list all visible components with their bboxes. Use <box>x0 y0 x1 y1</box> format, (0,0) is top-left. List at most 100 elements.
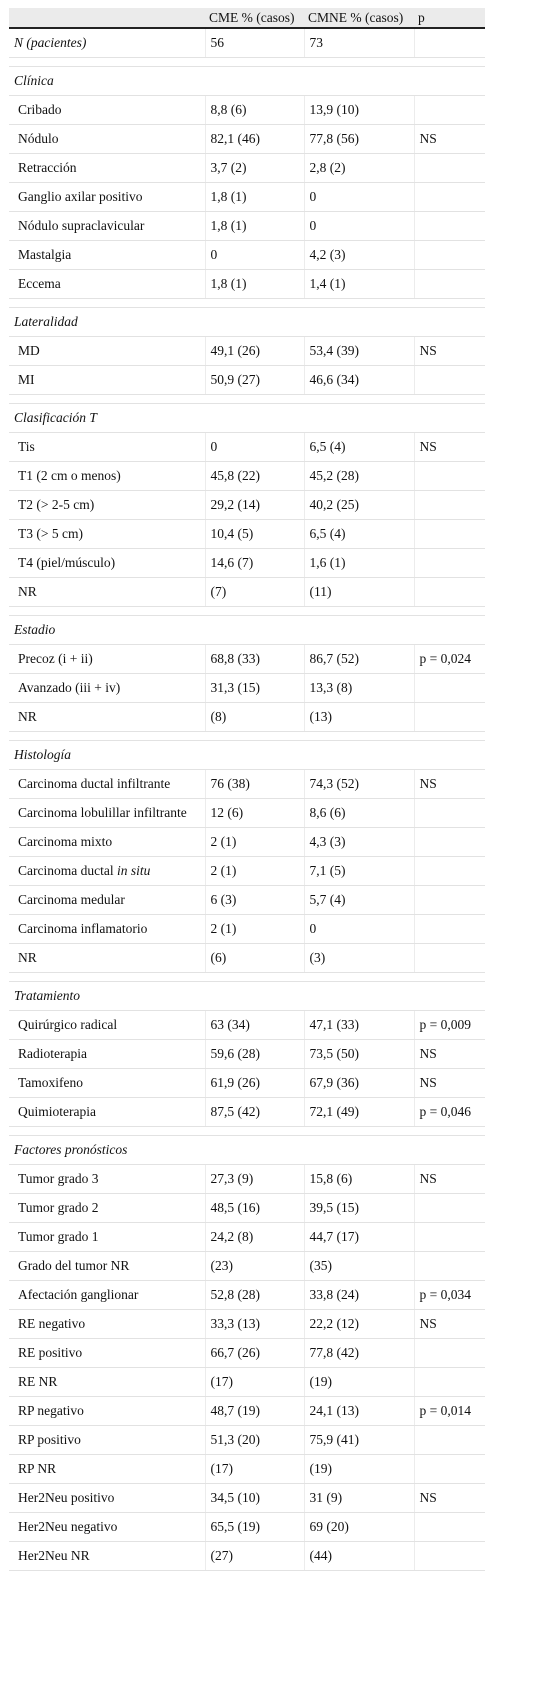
cme-cell: 45,8 (22) <box>205 461 305 491</box>
cmne-cell: 6,5 (4) <box>304 519 415 549</box>
row-label: Carcinoma ductal infiltrante <box>9 769 206 799</box>
table-row: Afectación ganglionar 52,8 (28) 33,8 (24) p… <box>9 1280 485 1310</box>
p-cell <box>414 1193 485 1223</box>
p-cell <box>414 914 485 944</box>
cmne-cell: 73,5 (50) <box>304 1039 415 1069</box>
cmne-cell: 7,1 (5) <box>304 856 415 886</box>
cmne-cell: 77,8 (56) <box>304 124 415 154</box>
p-cell: p = 0,034 <box>414 1280 485 1310</box>
row-label: Carcinoma mixto <box>9 827 206 857</box>
cmne-cell: 74,3 (52) <box>304 769 415 799</box>
cmne-cell: 5,7 (4) <box>304 885 415 915</box>
cme-cell: 2 (1) <box>205 827 305 857</box>
cmne-cell: 8,6 (6) <box>304 798 415 828</box>
row-label: Quirúrgico radical <box>9 1010 206 1040</box>
cmne-cell: (3) <box>304 943 415 973</box>
p-cell <box>414 673 485 703</box>
section-title-row: Clasificación T <box>9 403 485 433</box>
p-cell <box>414 461 485 491</box>
row-label: Afectación ganglionar <box>9 1280 206 1310</box>
p-cell <box>414 1541 485 1571</box>
cme-cell: 6 (3) <box>205 885 305 915</box>
cme-cell: 59,6 (28) <box>205 1039 305 1069</box>
table-row: RE positivo 66,7 (26) 77,8 (42) <box>9 1338 485 1368</box>
table-row: NR (8) (13) <box>9 702 485 732</box>
table-row: Carcinoma inflamatorio 2 (1) 0 <box>9 914 485 944</box>
p-cell <box>414 577 485 607</box>
row-label: Tumor grado 2 <box>9 1193 206 1223</box>
cmne-cell: 22,2 (12) <box>304 1309 415 1339</box>
cmne-cell: 4,2 (3) <box>304 240 415 270</box>
row-label: RE NR <box>9 1367 206 1397</box>
cmne-cell: 0 <box>304 211 415 241</box>
spacer-cell <box>9 394 485 404</box>
cme-cell: 52,8 (28) <box>205 1280 305 1310</box>
cme-cell: (23) <box>205 1251 305 1281</box>
table-row: Tumor grado 1 24,2 (8) 44,7 (17) <box>9 1222 485 1252</box>
table-row: Tumor grado 2 48,5 (16) 39,5 (15) <box>9 1193 485 1223</box>
table-row: Quimioterapia 87,5 (42) 72,1 (49) p = 0,046 <box>9 1097 485 1127</box>
cme-cell: 2 (1) <box>205 914 305 944</box>
header-cell-cme: CME % (casos) <box>205 8 304 29</box>
p-cell <box>414 943 485 973</box>
table-row: Tumor grado 3 27,3 (9) 15,8 (6) NS <box>9 1164 485 1194</box>
spacer-cell <box>9 1126 485 1136</box>
in-situ-emphasis: in situ <box>116 862 151 878</box>
row-label: Her2Neu negativo <box>9 1512 206 1542</box>
table-row: RP positivo 51,3 (20) 75,9 (41) <box>9 1425 485 1455</box>
cme-cell: 87,5 (42) <box>205 1097 305 1127</box>
section-spacer <box>9 57 485 67</box>
cmne-cell: (11) <box>304 577 415 607</box>
row-label: NR <box>9 702 206 732</box>
table-body: N (pacientes) 56 73 Clínica Cribado 8,8 (6… <box>9 28 485 1571</box>
n-row: N (pacientes) 56 73 <box>9 28 485 58</box>
row-label: Carcinoma medular <box>9 885 206 915</box>
cmne-cell: 33,8 (24) <box>304 1280 415 1310</box>
p-cell: p = 0,046 <box>414 1097 485 1127</box>
table-row: Her2Neu positivo 34,5 (10) 31 (9) NS <box>9 1483 485 1513</box>
p-cell: p = 0,024 <box>414 644 485 674</box>
table-row: T1 (2 cm o menos) 45,8 (22) 45,2 (28) <box>9 461 485 491</box>
cmne-cell: 67,9 (36) <box>304 1068 415 1098</box>
p-cell <box>414 1222 485 1252</box>
cme-cell: 76 (38) <box>205 769 305 799</box>
cmne-cell: 0 <box>304 182 415 212</box>
row-label: Retracción <box>9 153 206 183</box>
table-row: Her2Neu NR (27) (44) <box>9 1541 485 1571</box>
cme-cell: 3,7 (2) <box>205 153 305 183</box>
cme-cell: 31,3 (15) <box>205 673 305 703</box>
cmne-cell: 39,5 (15) <box>304 1193 415 1223</box>
row-label: Precoz (i + ii) <box>9 644 206 674</box>
cmne-cell: 53,4 (39) <box>304 336 415 366</box>
cme-cell: 10,4 (5) <box>205 519 305 549</box>
table-row: NR (6) (3) <box>9 943 485 973</box>
section-title-row: Clínica <box>9 66 485 96</box>
cmne-cell: 1,6 (1) <box>304 548 415 578</box>
p-cell: p = 0,014 <box>414 1396 485 1426</box>
cmne-cell: 86,7 (52) <box>304 644 415 674</box>
data-table: CME % (casos) CMNE % (casos) p N (pacien… <box>9 8 485 1571</box>
table-row: RP NR (17) (19) <box>9 1454 485 1484</box>
table-row: Her2Neu negativo 65,5 (19) 69 (20) <box>9 1512 485 1542</box>
p-cell <box>414 519 485 549</box>
table-row: Quirúrgico radical 63 (34) 47,1 (33) p = 0,… <box>9 1010 485 1040</box>
table-row: Nódulo 82,1 (46) 77,8 (56) NS <box>9 124 485 154</box>
table-row: Carcinoma mixto 2 (1) 4,3 (3) <box>9 827 485 857</box>
cme-cell: 61,9 (26) <box>205 1068 305 1098</box>
cme-cell: 12 (6) <box>205 798 305 828</box>
table-row: T2 (> 2-5 cm) 29,2 (14) 40,2 (25) <box>9 490 485 520</box>
cme-cell: 14,6 (7) <box>205 548 305 578</box>
row-label: RP negativo <box>9 1396 206 1426</box>
section-spacer <box>9 731 485 741</box>
table-row: Nódulo supraclavicular 1,8 (1) 0 <box>9 211 485 241</box>
header-cell-p: p <box>414 8 485 29</box>
cme-cell: 68,8 (33) <box>205 644 305 674</box>
table-row: Retracción 3,7 (2) 2,8 (2) <box>9 153 485 183</box>
table-row: RE negativo 33,3 (13) 22,2 (12) NS <box>9 1309 485 1339</box>
cme-cell: 0 <box>205 432 305 462</box>
row-label: RE negativo <box>9 1309 206 1339</box>
cme-cell: 63 (34) <box>205 1010 305 1040</box>
cmne-cell: 2,8 (2) <box>304 153 415 183</box>
p-cell <box>414 28 485 58</box>
cme-cell: 1,8 (1) <box>205 211 305 241</box>
